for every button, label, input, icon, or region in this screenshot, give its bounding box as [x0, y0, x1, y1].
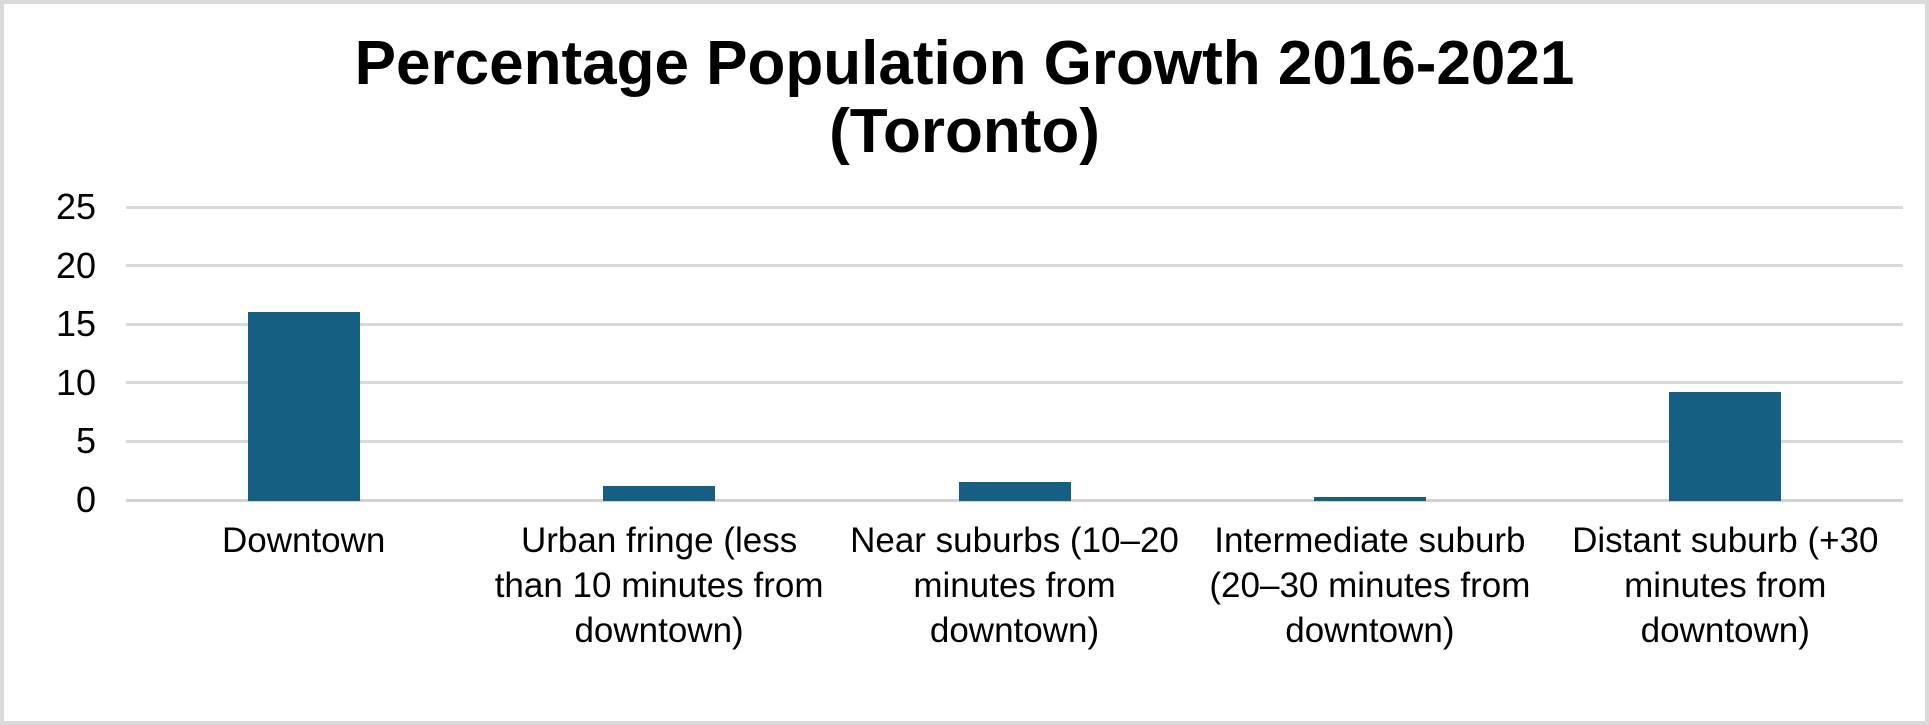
x-axis-category-label: Intermediate suburb (20–30 minutes from … [1209, 521, 1531, 650]
y-axis-tick-label: 25 [55, 186, 96, 228]
chart-title: Percentage Population Growth 2016-2021 (… [4, 29, 1925, 167]
gridline-y5 [126, 439, 1903, 443]
x-axis-category-label: Downtown [221, 521, 386, 560]
y-axis-tick-label: 5 [75, 420, 96, 462]
gridline-y25 [126, 205, 1903, 209]
chart-title-line1: Percentage Population Growth 2016-2021 [354, 29, 1575, 98]
x-axis-category-label: Near suburbs (10–20 minutes from downtow… [850, 521, 1179, 650]
y-axis-tick-label: 10 [55, 361, 96, 403]
x-axis-category-label: Distant suburb (+30 minutes from downtow… [1572, 521, 1879, 650]
x-axis-category-label: Urban fringe (less than 10 minutes from … [494, 521, 824, 650]
bar-3 [959, 482, 1071, 501]
gridline-y20 [126, 264, 1903, 268]
bar-2 [603, 486, 715, 501]
chart-title-line2: (Toronto) [829, 97, 1100, 167]
y-axis-tick-label: 0 [75, 479, 96, 520]
gridline-y15 [126, 322, 1903, 326]
y-axis-tick-label: 20 [55, 244, 96, 286]
bar-1 [248, 312, 360, 501]
bar-5 [1669, 392, 1781, 501]
y-axis-tick-label: 15 [55, 303, 96, 345]
gridline-y10 [126, 381, 1903, 385]
bar-4 [1314, 497, 1426, 501]
